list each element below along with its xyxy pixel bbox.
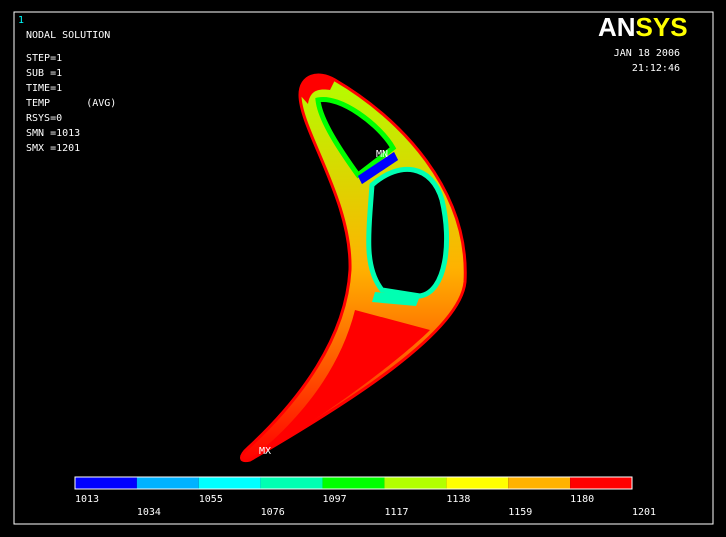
header-line: SMN =1013 bbox=[26, 128, 80, 139]
legend-label: 1055 bbox=[199, 494, 223, 505]
color-legend: 1013 1034 1055 1076 1097 1117 1138 1159 1180 1201 bbox=[74, 476, 656, 518]
legend-label: 1097 bbox=[323, 494, 347, 505]
legend-swatch bbox=[322, 477, 385, 489]
legend-label: 1034 bbox=[137, 507, 161, 518]
lower-rib bbox=[372, 292, 420, 306]
legend-label: 1180 bbox=[570, 494, 594, 505]
max-marker: MX bbox=[259, 446, 271, 457]
header-block: NODAL SOLUTION STEP=1 SUB =1 TIME=1 TEMP (AV… bbox=[26, 30, 116, 154]
header-line: SMX =1201 bbox=[26, 143, 80, 154]
window-number: 1 bbox=[18, 15, 24, 26]
trailing-edge-hot bbox=[250, 310, 430, 460]
viewport-border bbox=[13, 11, 714, 525]
legend-border bbox=[74, 476, 633, 490]
header-line: STEP=1 bbox=[26, 53, 62, 64]
time: 21:12:46 bbox=[632, 63, 680, 74]
legend-label: 1013 bbox=[75, 494, 99, 505]
legend-swatch bbox=[136, 477, 199, 489]
legend-swatch bbox=[384, 477, 447, 489]
header-line: SUB =1 bbox=[26, 68, 62, 79]
lower-cavity bbox=[366, 167, 450, 299]
date: JAN 18 2006 bbox=[614, 48, 680, 59]
leading-edge-hot bbox=[300, 75, 335, 104]
min-marker: MN bbox=[376, 149, 388, 160]
cold-rib bbox=[358, 152, 398, 184]
legend-swatch bbox=[260, 477, 323, 489]
legend-label: 1159 bbox=[508, 507, 532, 518]
legend-swatch bbox=[198, 477, 261, 489]
header-line: NODAL SOLUTION bbox=[26, 30, 110, 41]
legend-label: 1076 bbox=[261, 507, 285, 518]
legend-swatch bbox=[446, 477, 509, 489]
blade-model bbox=[240, 73, 467, 463]
header-line: TEMP (AVG) bbox=[26, 98, 116, 109]
legend-label: 1117 bbox=[384, 507, 408, 518]
legend-label: 1138 bbox=[446, 494, 470, 505]
legend-label: 1201 bbox=[632, 507, 656, 518]
legend-swatch bbox=[75, 477, 137, 489]
legend-swatch bbox=[508, 477, 571, 489]
logo: ANSYS bbox=[598, 12, 688, 42]
header-line: RSYS=0 bbox=[26, 113, 62, 124]
legend-swatch bbox=[570, 477, 632, 489]
upper-cavity bbox=[315, 97, 397, 179]
header-line: TIME=1 bbox=[26, 83, 62, 94]
